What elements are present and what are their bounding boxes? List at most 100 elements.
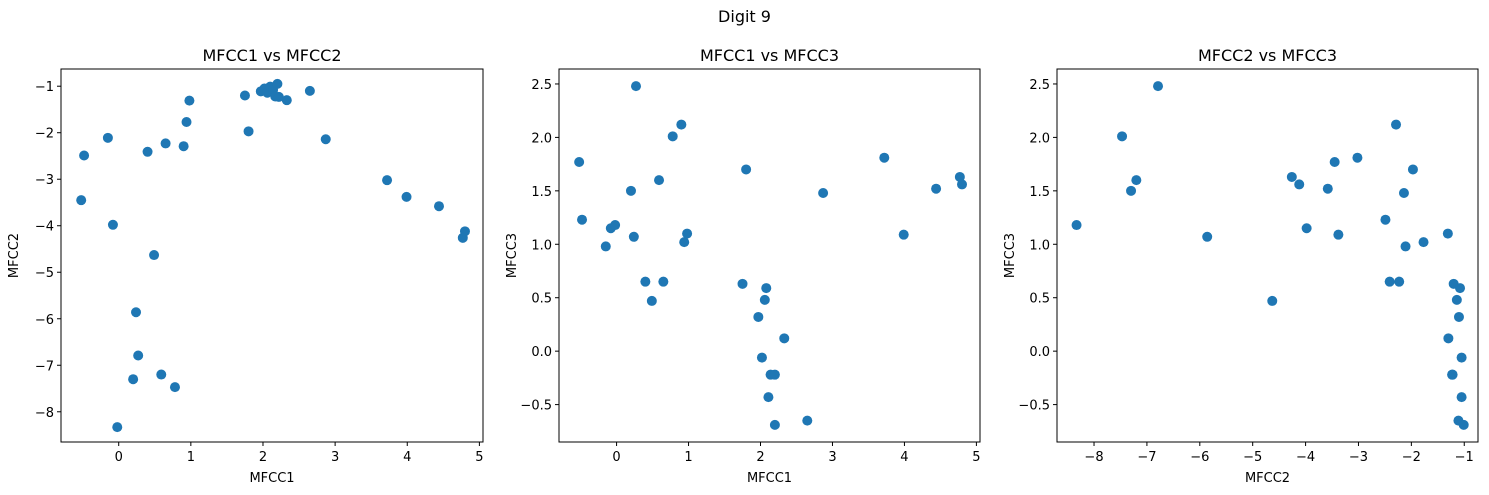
data-point — [1294, 179, 1305, 190]
data-point — [1400, 241, 1411, 252]
data-point — [898, 229, 909, 240]
data-point — [272, 78, 283, 89]
data-point — [1453, 311, 1464, 322]
data-point — [769, 419, 780, 430]
y-tick-label: 2.0 — [1029, 131, 1050, 146]
data-point — [1329, 156, 1340, 167]
data-point — [625, 185, 636, 196]
x-tick-label: −2 — [1402, 450, 1421, 465]
subplot-title: MFCC1 vs MFCC2 — [202, 46, 341, 65]
data-point — [79, 150, 90, 161]
data-point — [574, 156, 585, 167]
plot-frame — [60, 68, 484, 443]
data-point — [646, 295, 657, 306]
data-point — [149, 250, 160, 261]
data-point — [1131, 175, 1142, 186]
data-point — [640, 276, 651, 287]
data-point — [818, 187, 829, 198]
y-tick-label: 1.0 — [531, 238, 552, 253]
data-point — [631, 81, 642, 92]
x-tick-label: −5 — [1243, 450, 1262, 465]
y-axis-label: MFCC2 — [7, 233, 22, 278]
y-tick-label: −4 — [35, 220, 54, 235]
y-tick-label: 2.0 — [531, 131, 552, 146]
data-point — [1456, 352, 1467, 363]
x-tick-label: 1 — [684, 450, 692, 465]
data-point — [178, 141, 189, 152]
data-point — [181, 117, 192, 128]
data-point — [658, 276, 669, 287]
x-tick-label: −6 — [1190, 450, 1209, 465]
data-point — [753, 311, 764, 322]
x-tick-label: −8 — [1084, 450, 1103, 465]
x-tick-label: 3 — [828, 450, 836, 465]
data-point — [1458, 419, 1469, 430]
data-point — [133, 350, 144, 361]
data-point — [320, 134, 331, 145]
data-point — [763, 392, 774, 403]
y-tick-label: −2 — [35, 127, 54, 142]
data-point — [1286, 171, 1297, 182]
data-point — [741, 164, 752, 175]
data-point — [679, 237, 690, 248]
data-point — [769, 369, 780, 380]
data-point — [281, 95, 292, 106]
data-point — [1352, 152, 1363, 163]
figure-title: Digit 9 — [718, 7, 771, 26]
data-point — [761, 283, 772, 294]
x-tick-label: 0 — [612, 450, 620, 465]
x-tick-label: −7 — [1137, 450, 1156, 465]
data-point — [1398, 187, 1409, 198]
x-tick-label: 2 — [259, 450, 267, 465]
data-point — [1451, 294, 1462, 305]
y-tick-label: −5 — [35, 266, 54, 281]
data-point — [1394, 276, 1405, 287]
data-point — [160, 138, 171, 149]
x-tick-label: −1 — [1455, 450, 1474, 465]
y-tick-label: 0.5 — [1029, 292, 1050, 307]
subplot-title: MFCC2 vs MFCC3 — [1198, 46, 1337, 65]
data-point — [759, 294, 770, 305]
data-point — [304, 85, 315, 96]
data-point — [779, 333, 790, 344]
y-tick-label: −6 — [35, 313, 54, 328]
y-tick-label: 0.5 — [531, 292, 552, 307]
data-point — [1153, 81, 1164, 92]
data-point — [1202, 231, 1213, 242]
data-point — [1117, 131, 1128, 142]
data-point — [1380, 214, 1391, 225]
x-tick-label: 4 — [900, 450, 908, 465]
data-point — [382, 175, 393, 186]
y-tick-label: 2.5 — [531, 78, 552, 93]
y-axis-label: MFCC3 — [505, 233, 520, 278]
y-tick-label: −0.5 — [520, 399, 552, 414]
y-tick-label: −3 — [35, 173, 54, 188]
data-point — [1267, 295, 1278, 306]
data-point — [112, 422, 123, 433]
data-point — [1418, 237, 1429, 248]
x-tick-label: −3 — [1349, 450, 1368, 465]
subplot-title: MFCC1 vs MFCC3 — [700, 46, 839, 65]
data-point — [676, 119, 687, 130]
plot-frame — [558, 68, 981, 443]
data-point — [243, 126, 254, 137]
data-point — [1456, 392, 1467, 403]
x-tick-label: 1 — [187, 450, 195, 465]
data-point — [142, 146, 153, 157]
y-tick-label: 0.0 — [1029, 345, 1050, 360]
y-tick-label: −0.5 — [1018, 399, 1050, 414]
y-tick-label: 0.0 — [531, 345, 552, 360]
data-point — [1126, 185, 1137, 196]
data-point — [1443, 333, 1454, 344]
data-point — [239, 90, 250, 101]
y-tick-label: 2.5 — [1029, 78, 1050, 93]
x-tick-label: 2 — [756, 450, 764, 465]
x-tick-label: −4 — [1296, 450, 1315, 465]
y-tick-label: 1.5 — [531, 185, 552, 200]
data-point — [737, 278, 748, 289]
data-point — [1407, 164, 1418, 175]
data-point — [756, 352, 767, 363]
data-point — [682, 228, 693, 239]
data-point — [1391, 119, 1402, 130]
